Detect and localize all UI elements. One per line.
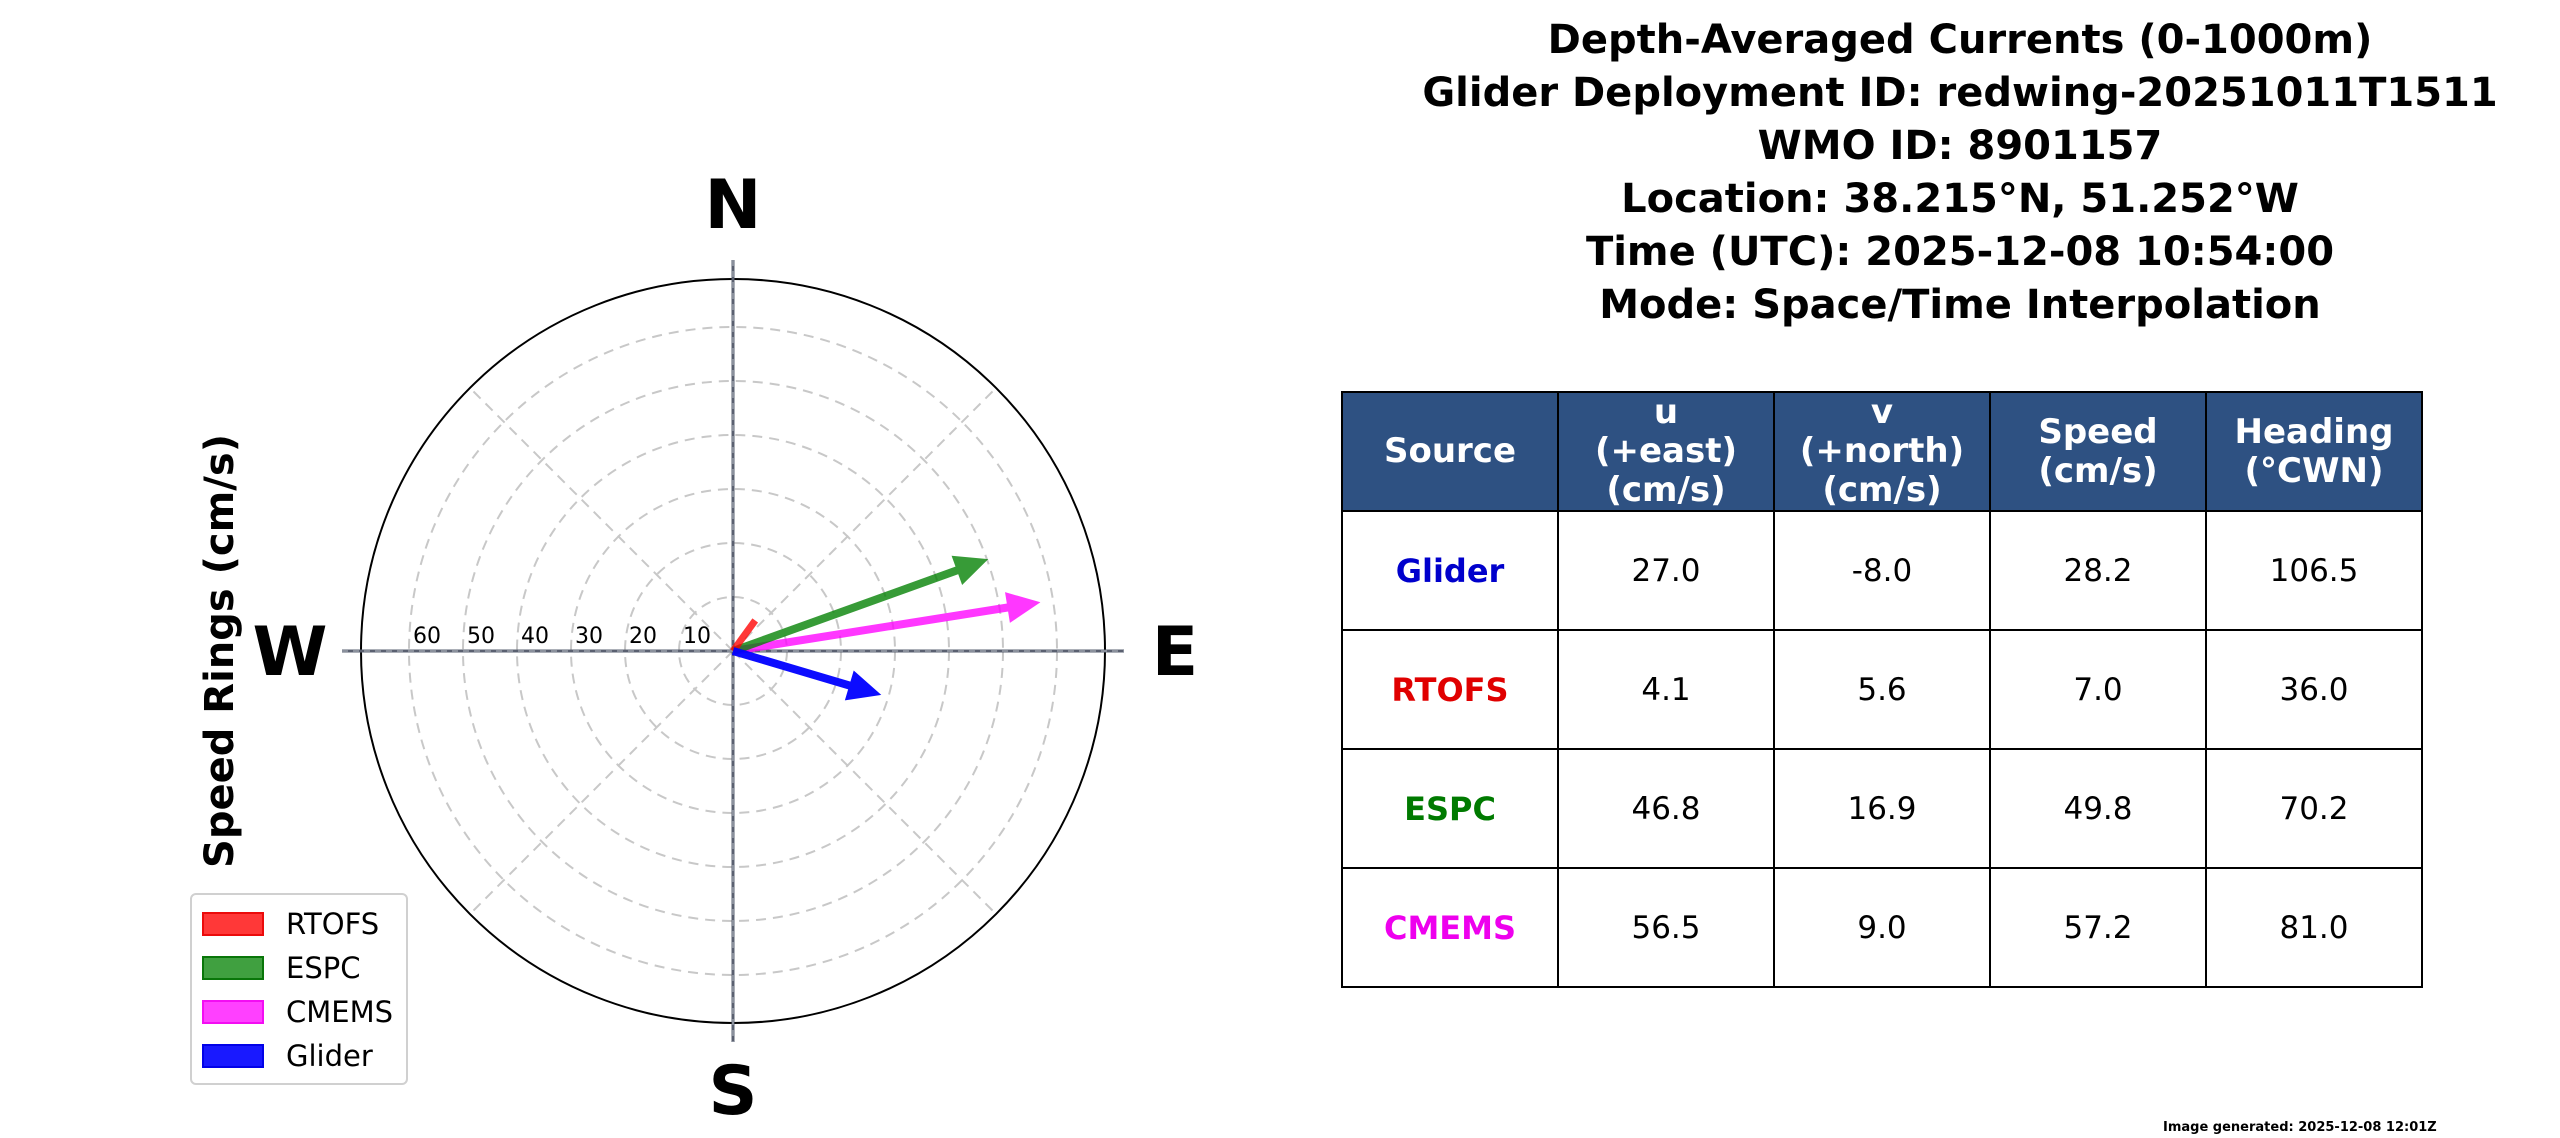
diagonal-gridlines	[469, 387, 997, 915]
time-utc: Time (UTC): 2025-12-08 10:54:00	[1585, 229, 2335, 275]
heading-cell: 106.5	[2205, 510, 2423, 631]
table-row: RTOFS 4.1 5.6 7.0 36.0	[1341, 629, 2423, 750]
heading-cell: 70.2	[2205, 748, 2423, 869]
compass-plot: 10 20 30 40 50 60 N S E W	[252, 166, 1198, 1131]
ring-label: 60	[413, 624, 441, 649]
header-source: Source	[1341, 391, 1559, 512]
speed-cell: 28.2	[1989, 510, 2207, 631]
legend-swatch-espc	[202, 956, 264, 980]
header-speed: Speed (cm/s)	[1989, 391, 2207, 512]
mode: Mode: Space/Time Interpolation	[1599, 282, 2321, 328]
title-heading: Depth-Averaged Currents (0-1000m)	[1547, 17, 2373, 63]
table-row: Glider 27.0 -8.0 28.2 106.5	[1341, 510, 2423, 631]
location: Location: 38.215°N, 51.252°W	[1621, 176, 2299, 222]
image-generated-timestamp: Image generated: 2025-12-08 12:01Z	[2163, 1120, 2437, 1135]
v-cell: -8.0	[1773, 510, 1991, 631]
ring-label: 30	[575, 624, 603, 649]
u-cell: 46.8	[1557, 748, 1775, 869]
header-u: u (+east) (cm/s)	[1557, 391, 1775, 512]
current-vectors	[730, 555, 1041, 701]
legend-label: RTOFS	[286, 907, 380, 941]
heading-cell: 36.0	[2205, 629, 2423, 750]
vector-arrow-glider	[731, 647, 882, 701]
ring-label: 40	[521, 624, 549, 649]
currents-table: Source u (+east) (cm/s) v (+north) (cm/s) Sp…	[1341, 391, 2423, 988]
compass-west: W	[252, 613, 327, 692]
legend-item-espc: ESPC	[202, 951, 361, 985]
wmo-id: WMO ID: 8901157	[1757, 123, 2163, 169]
source-cell: ESPC	[1341, 748, 1559, 869]
legend-label: Glider	[286, 1039, 373, 1073]
ring-labels: 10 20 30 40 50 60	[413, 624, 711, 649]
header-v: v (+north) (cm/s)	[1773, 391, 1991, 512]
v-cell: 9.0	[1773, 867, 1991, 988]
table-row: CMEMS 56.5 9.0 57.2 81.0	[1341, 867, 2423, 988]
y-axis-label: Speed Rings (cm/s)	[197, 434, 243, 868]
vector-arrow-cmems	[732, 592, 1041, 655]
legend-label: ESPC	[286, 951, 361, 985]
legend-swatch-cmems	[202, 1000, 264, 1024]
ring-label: 20	[629, 624, 657, 649]
speed-cell: 7.0	[1989, 629, 2207, 750]
compass-north: N	[705, 166, 762, 245]
speed-cell: 49.8	[1989, 748, 2207, 869]
v-cell: 5.6	[1773, 629, 1991, 750]
heading-cell: 81.0	[2205, 867, 2423, 988]
table-header-row: Source u (+east) (cm/s) v (+north) (cm/s) Sp…	[1341, 391, 2423, 512]
legend-item-cmems: CMEMS	[202, 995, 394, 1029]
source-cell: RTOFS	[1341, 629, 1559, 750]
ring-label: 50	[467, 624, 495, 649]
legend-swatch-glider	[202, 1044, 264, 1068]
deployment-id: Glider Deployment ID: redwing-20251011T1…	[1422, 70, 2498, 116]
compass-south: S	[709, 1052, 758, 1131]
u-cell: 27.0	[1557, 510, 1775, 631]
figure-title: Depth-Averaged Currents (0-1000m) Glider…	[1300, 14, 2560, 332]
speed-cell: 57.2	[1989, 867, 2207, 988]
legend-item-glider: Glider	[202, 1039, 373, 1073]
u-cell: 4.1	[1557, 629, 1775, 750]
legend-label: CMEMS	[286, 995, 394, 1029]
source-cell: CMEMS	[1341, 867, 1559, 988]
legend-item-rtofs: RTOFS	[202, 907, 380, 941]
source-cell: Glider	[1341, 510, 1559, 631]
v-cell: 16.9	[1773, 748, 1991, 869]
u-cell: 56.5	[1557, 867, 1775, 988]
compass-east: E	[1152, 613, 1198, 692]
legend: RTOFS ESPC CMEMS Glider	[190, 893, 408, 1085]
vector-arrow-espc	[731, 555, 989, 655]
table-row: ESPC 46.8 16.9 49.8 70.2	[1341, 748, 2423, 869]
header-heading: Heading (°CWN)	[2205, 391, 2423, 512]
ring-label: 10	[683, 624, 711, 649]
legend-swatch-rtofs	[202, 912, 264, 936]
vector-arrow-rtofs	[730, 618, 759, 654]
